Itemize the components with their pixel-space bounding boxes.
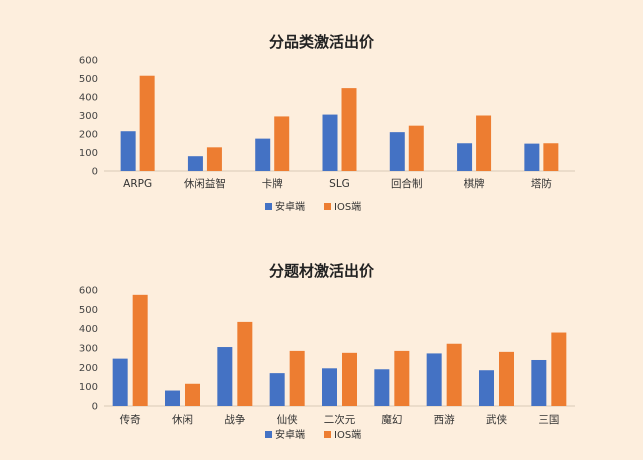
legend-swatch xyxy=(265,431,272,438)
android-bar xyxy=(524,143,540,171)
ios-bar xyxy=(274,116,290,171)
legend-label: 安卓端 xyxy=(275,428,305,441)
category-label: 棋牌 xyxy=(464,177,485,190)
category-label: 塔防 xyxy=(531,177,552,190)
android-bar xyxy=(217,347,233,406)
category-label: ARPG xyxy=(123,178,152,190)
y-tick-label: 100 xyxy=(79,148,98,159)
category-label: 武侠 xyxy=(486,413,507,426)
ios-bar xyxy=(341,88,357,171)
y-tick-label: 200 xyxy=(79,130,98,141)
category-bid-chart-svg: 分品类激活出价 0 100 200 300 400 500 600 ARPG 休闲益智 卡牌 SLG… xyxy=(79,33,575,213)
legend-label: IOS端 xyxy=(334,428,361,441)
ios-bar xyxy=(139,75,155,171)
legend-swatch xyxy=(265,203,272,210)
android-bar xyxy=(120,131,136,171)
android-bar xyxy=(269,373,285,406)
ios-bar xyxy=(543,143,559,171)
category-label: 二次元 xyxy=(324,413,356,426)
y-tick-label: 400 xyxy=(79,93,98,104)
y-tick-label: 500 xyxy=(79,305,98,316)
android-bar xyxy=(389,132,405,171)
chart-title: 分品类激活出价 xyxy=(269,33,375,51)
ios-bar xyxy=(551,332,567,406)
ios-bar xyxy=(206,147,222,171)
android-bar xyxy=(165,390,180,406)
y-tick-label: 200 xyxy=(79,363,98,374)
android-bar xyxy=(255,138,271,171)
legend-label: IOS端 xyxy=(334,200,361,213)
android-bar xyxy=(322,368,337,406)
android-bar xyxy=(457,143,473,171)
category-label: 战争 xyxy=(224,413,245,426)
theme-bid-chart: 分题材激活出价 0 100 200 300 400 500 600 传奇 休闲 战争 仙侠 二次元 魔幻… xyxy=(0,230,643,460)
chart-title: 分题材激活出价 xyxy=(269,262,375,280)
y-tick-label: 300 xyxy=(79,111,98,122)
android-bar xyxy=(374,369,390,406)
y-tick-label: 600 xyxy=(79,56,98,67)
ios-bar xyxy=(289,350,305,406)
ios-bar xyxy=(408,125,424,171)
y-tick-label: 0 xyxy=(92,167,98,178)
category-label: 仙侠 xyxy=(277,413,298,426)
category-label: 魔幻 xyxy=(381,413,402,426)
y-tick-label: 600 xyxy=(79,286,98,297)
ios-bar xyxy=(394,350,410,406)
android-bar xyxy=(479,370,494,406)
legend-swatch xyxy=(324,431,331,438)
android-bar xyxy=(531,359,547,406)
ios-bar xyxy=(342,352,357,406)
y-tick-label: 300 xyxy=(79,344,98,355)
category-label: 休闲益智 xyxy=(184,177,226,190)
category-label: 回合制 xyxy=(391,177,423,190)
category-label: 三国 xyxy=(538,414,559,426)
android-bar xyxy=(322,114,338,171)
y-tick-label: 500 xyxy=(79,74,98,85)
android-bar xyxy=(112,358,128,406)
theme-bid-chart-svg: 分题材激活出价 0 100 200 300 400 500 600 传奇 休闲 战争 仙侠 二次元 魔幻… xyxy=(79,262,575,441)
category-label: SLG xyxy=(329,178,350,190)
category-bid-chart: 分品类激活出价 0 100 200 300 400 500 600 ARPG 休闲益智 卡牌 SLG… xyxy=(0,0,643,225)
android-bar xyxy=(426,353,442,406)
y-tick-label: 0 xyxy=(92,402,98,413)
y-tick-label: 100 xyxy=(79,382,98,393)
ios-bar xyxy=(237,321,253,406)
legend-swatch xyxy=(324,203,331,210)
y-tick-label: 400 xyxy=(79,324,98,335)
ios-bar xyxy=(185,383,200,406)
legend-label: 安卓端 xyxy=(275,200,305,213)
ios-bar xyxy=(476,115,492,171)
ios-bar xyxy=(132,294,148,406)
category-label: 西游 xyxy=(434,413,455,426)
category-label: 传奇 xyxy=(120,413,141,426)
ios-bar xyxy=(499,351,514,406)
ios-bar xyxy=(446,343,462,406)
android-bar xyxy=(187,156,203,171)
category-label: 休闲 xyxy=(172,413,193,426)
category-label: 卡牌 xyxy=(262,177,283,190)
